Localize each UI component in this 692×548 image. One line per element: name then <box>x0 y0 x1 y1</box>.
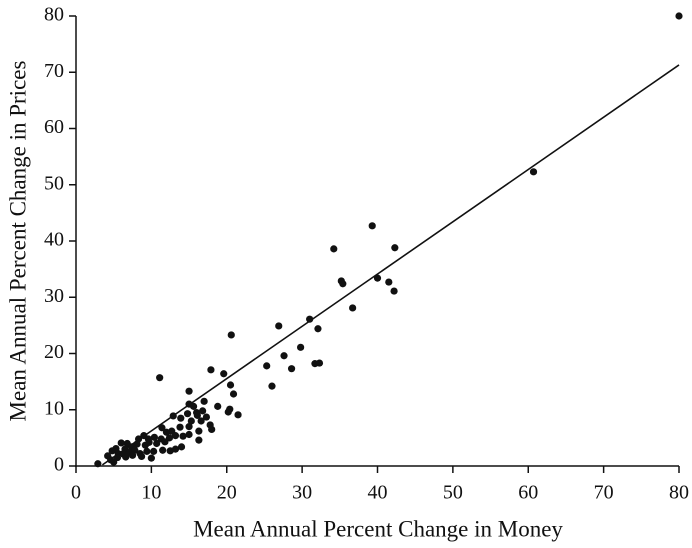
y-tick-label: 40 <box>44 229 64 251</box>
point <box>314 325 322 333</box>
y-tick-label: 70 <box>44 60 64 82</box>
point <box>179 432 187 440</box>
point <box>143 447 151 455</box>
point <box>195 436 203 444</box>
point <box>297 343 305 351</box>
point <box>193 411 201 419</box>
point <box>368 222 376 230</box>
point <box>158 424 166 432</box>
point <box>202 413 210 421</box>
point <box>150 433 158 441</box>
point <box>94 460 102 468</box>
point <box>137 452 146 461</box>
x-tick-label: 10 <box>141 482 161 504</box>
point <box>183 410 192 418</box>
point <box>275 322 283 330</box>
y-tick-label: 80 <box>44 4 64 26</box>
x-tick-label: 0 <box>71 482 81 504</box>
point <box>171 445 180 453</box>
point <box>159 446 167 454</box>
point <box>268 382 276 390</box>
y-tick-label: 10 <box>44 397 64 419</box>
y-tick-label: 30 <box>44 285 64 307</box>
point <box>229 390 238 398</box>
y-tick-label: 20 <box>44 341 64 363</box>
point <box>349 304 357 312</box>
point <box>373 274 382 282</box>
point <box>169 412 177 420</box>
point <box>153 439 161 448</box>
point <box>162 428 171 436</box>
point <box>107 456 115 464</box>
point <box>224 408 232 416</box>
x-tick-label: 50 <box>443 482 463 504</box>
point <box>391 244 399 252</box>
point <box>385 278 393 286</box>
point <box>280 352 288 360</box>
point <box>207 366 215 374</box>
point <box>675 12 683 20</box>
point <box>150 447 158 455</box>
y-axis-label: Mean Annual Percent Change in Prices <box>5 61 30 422</box>
point <box>390 287 398 295</box>
point <box>234 411 242 419</box>
point <box>339 280 347 288</box>
x-axis-label: Mean Annual Percent Change in Money <box>193 516 563 541</box>
x-tick-label: 20 <box>217 482 237 504</box>
x-tick-label: 60 <box>518 482 538 504</box>
point <box>200 397 208 405</box>
point <box>161 438 169 446</box>
point <box>263 362 271 370</box>
point <box>176 423 184 431</box>
point <box>156 374 164 382</box>
point <box>189 402 198 410</box>
point <box>306 315 314 323</box>
point <box>214 402 222 410</box>
point <box>122 453 130 461</box>
point <box>187 417 195 425</box>
point <box>147 454 155 462</box>
y-tick-label: 60 <box>44 116 64 138</box>
point <box>226 381 235 389</box>
y-tick-label: 0 <box>54 454 64 476</box>
x-tick-label: 70 <box>594 482 614 504</box>
point <box>208 425 216 434</box>
point <box>177 414 185 422</box>
point <box>108 447 116 455</box>
point <box>185 423 193 431</box>
fit-line <box>101 64 680 466</box>
point <box>529 168 538 176</box>
point <box>185 387 193 395</box>
point <box>133 440 141 448</box>
point <box>128 451 137 459</box>
point <box>330 245 338 253</box>
point <box>287 365 296 373</box>
point <box>117 439 125 447</box>
x-tick-label: 30 <box>292 482 312 504</box>
point <box>185 430 193 439</box>
point <box>171 432 180 440</box>
point <box>145 438 153 446</box>
point <box>197 417 205 425</box>
y-tick-label: 50 <box>44 172 64 194</box>
point <box>315 359 324 367</box>
x-tick-label: 80 <box>669 482 689 504</box>
point <box>195 427 203 435</box>
x-tick-label: 40 <box>368 482 388 504</box>
point <box>220 370 228 378</box>
point <box>199 407 207 415</box>
point <box>177 443 186 451</box>
point <box>227 331 235 339</box>
